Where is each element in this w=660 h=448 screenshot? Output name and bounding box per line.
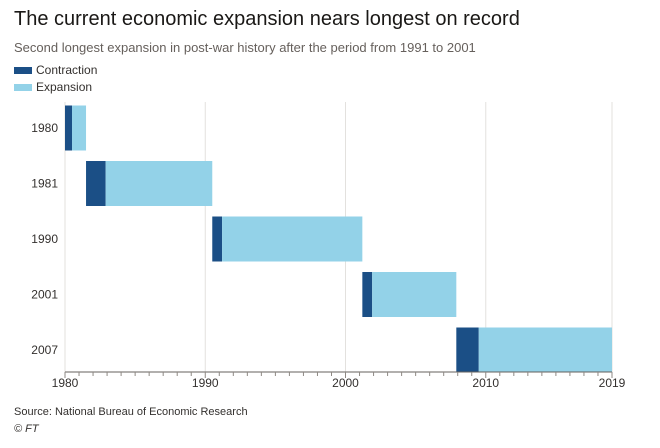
x-tick-label-1980: 1980 <box>52 376 79 390</box>
bar-expansion-1981 <box>105 161 213 206</box>
bar-expansion-1980 <box>72 105 87 151</box>
category-label-1990: 1990 <box>31 232 58 246</box>
bar-expansion-2007 <box>478 327 612 373</box>
legend-label-expansion: Expansion <box>36 80 93 94</box>
x-tick-label-2000: 2000 <box>332 376 359 390</box>
category-label-1980: 1980 <box>31 121 58 135</box>
legend-item-expansion: Expansion <box>14 79 97 96</box>
chart-subtitle: Second longest expansion in post-war his… <box>14 40 476 55</box>
bar-contraction-2001 <box>362 272 373 317</box>
category-label-1981: 1981 <box>31 177 58 191</box>
ft-credit: © FT <box>14 423 39 435</box>
x-tick-label-2010: 2010 <box>472 376 499 390</box>
x-tick-label-1990: 1990 <box>192 376 219 390</box>
legend-item-contraction: Contraction <box>14 62 97 79</box>
bar-contraction-1990 <box>212 216 223 262</box>
bar-contraction-2007 <box>456 327 479 373</box>
legend-swatch-contraction <box>14 67 32 74</box>
bar-contraction-1981 <box>86 161 106 206</box>
legend-label-contraction: Contraction <box>36 63 98 77</box>
x-tick-label-2019: 2019 <box>599 376 626 390</box>
chart-title: The current economic expansion nears lon… <box>14 8 520 30</box>
bar-expansion-1990 <box>222 216 363 262</box>
bar-contraction-1980 <box>65 105 73 151</box>
source-note: Source: National Bureau of Economic Rese… <box>14 406 248 418</box>
category-label-2007: 2007 <box>31 343 58 357</box>
chart-legend: Contraction Expansion <box>14 62 97 96</box>
bar-expansion-2001 <box>372 272 457 317</box>
category-label-2001: 2001 <box>31 288 58 302</box>
legend-swatch-expansion <box>14 84 32 91</box>
